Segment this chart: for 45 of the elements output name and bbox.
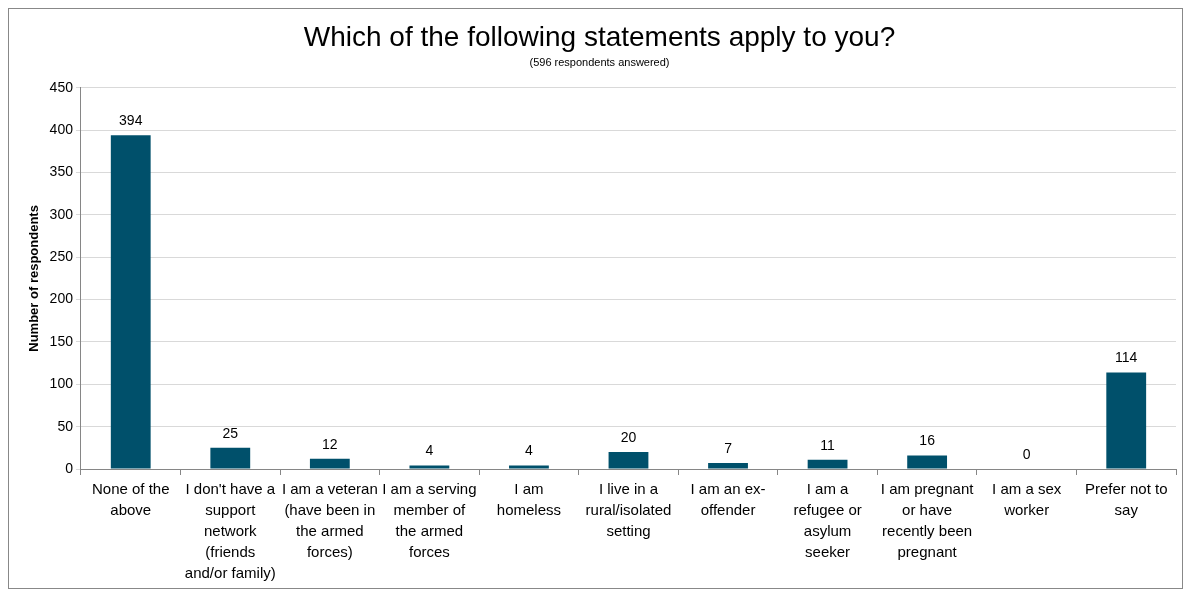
- x-tick-label: I am a sex worker: [992, 479, 1062, 518]
- x-tick-label: I am a refugee or asylum seeker: [793, 479, 862, 560]
- data-label: 0: [1022, 445, 1031, 462]
- bar: [608, 452, 649, 469]
- data-label: 16: [919, 432, 936, 449]
- y-tick-label: 150: [49, 332, 74, 349]
- bar: [210, 447, 251, 469]
- bar: [1106, 372, 1147, 469]
- data-label: 114: [1115, 349, 1138, 366]
- y-tick-label: 350: [49, 163, 74, 180]
- y-tick-label: 300: [49, 205, 74, 222]
- bar: [509, 465, 549, 469]
- y-tick-label: 250: [49, 248, 74, 265]
- x-tick-label: I don't have a support network (friends and/or family): [184, 479, 276, 581]
- chart-title: Which of the following statements apply to you?: [303, 20, 896, 52]
- y-tick-label: 50: [57, 417, 74, 434]
- x-tick-label: Prefer not to say: [1084, 479, 1168, 518]
- y-tick-label: 450: [49, 78, 74, 95]
- bar: [110, 135, 151, 469]
- data-label: 4: [525, 442, 534, 459]
- data-label: 25: [222, 424, 239, 441]
- data-label: 4: [425, 442, 434, 459]
- chart-subtitle: (596 respondents answered): [529, 56, 670, 69]
- bar: [409, 465, 450, 469]
- data-label: 12: [322, 435, 338, 452]
- bar: [309, 458, 350, 469]
- y-tick-label: 200: [49, 290, 74, 307]
- y-axis-title: Number of respondents: [26, 205, 42, 352]
- bar: [708, 463, 748, 469]
- data-label: 20: [620, 428, 637, 445]
- x-tick-label: I am an ex-offender: [690, 479, 766, 518]
- data-label: 394: [119, 112, 143, 129]
- y-tick-label: 100: [49, 375, 74, 392]
- x-tick-label: I am a veteran (have been in the armed forces): [281, 479, 378, 560]
- y-tick-label: 0: [65, 459, 74, 476]
- y-tick-label: 400: [49, 121, 74, 138]
- data-label: 11: [820, 436, 836, 453]
- x-tick-label: I am pregnant or have recently been pregnant: [880, 479, 975, 560]
- x-tick-label: None of the above: [91, 479, 170, 518]
- bar: [807, 459, 848, 469]
- x-tick-label: I am homeless: [496, 479, 562, 518]
- x-tick-label: I live in a rural/isolated setting: [585, 479, 672, 539]
- bar: [907, 455, 948, 469]
- x-tick-label: I am a serving member of the armed forces: [382, 479, 477, 560]
- data-label: 7: [724, 439, 733, 456]
